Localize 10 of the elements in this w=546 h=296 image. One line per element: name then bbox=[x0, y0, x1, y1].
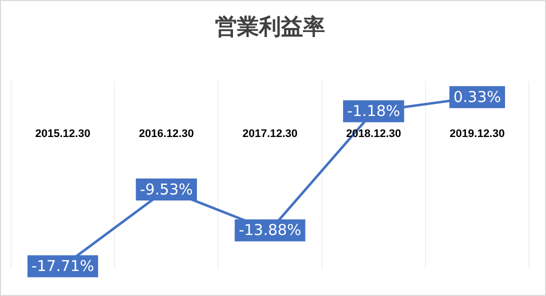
x-tick-label: 2019.12.30 bbox=[450, 128, 505, 140]
chart-title: 営業利益率 bbox=[215, 14, 325, 40]
data-label: -9.53% bbox=[140, 180, 193, 198]
data-label: -1.18% bbox=[347, 102, 400, 120]
x-tick-label: 2017.12.30 bbox=[242, 128, 298, 140]
data-label: -17.71% bbox=[31, 257, 94, 276]
data-label: -13.88% bbox=[238, 221, 302, 240]
data-label: 0.33% bbox=[453, 88, 502, 106]
x-tick-label: 2015.12.30 bbox=[35, 128, 90, 140]
x-tick-label: 2016.12.30 bbox=[138, 128, 194, 140]
